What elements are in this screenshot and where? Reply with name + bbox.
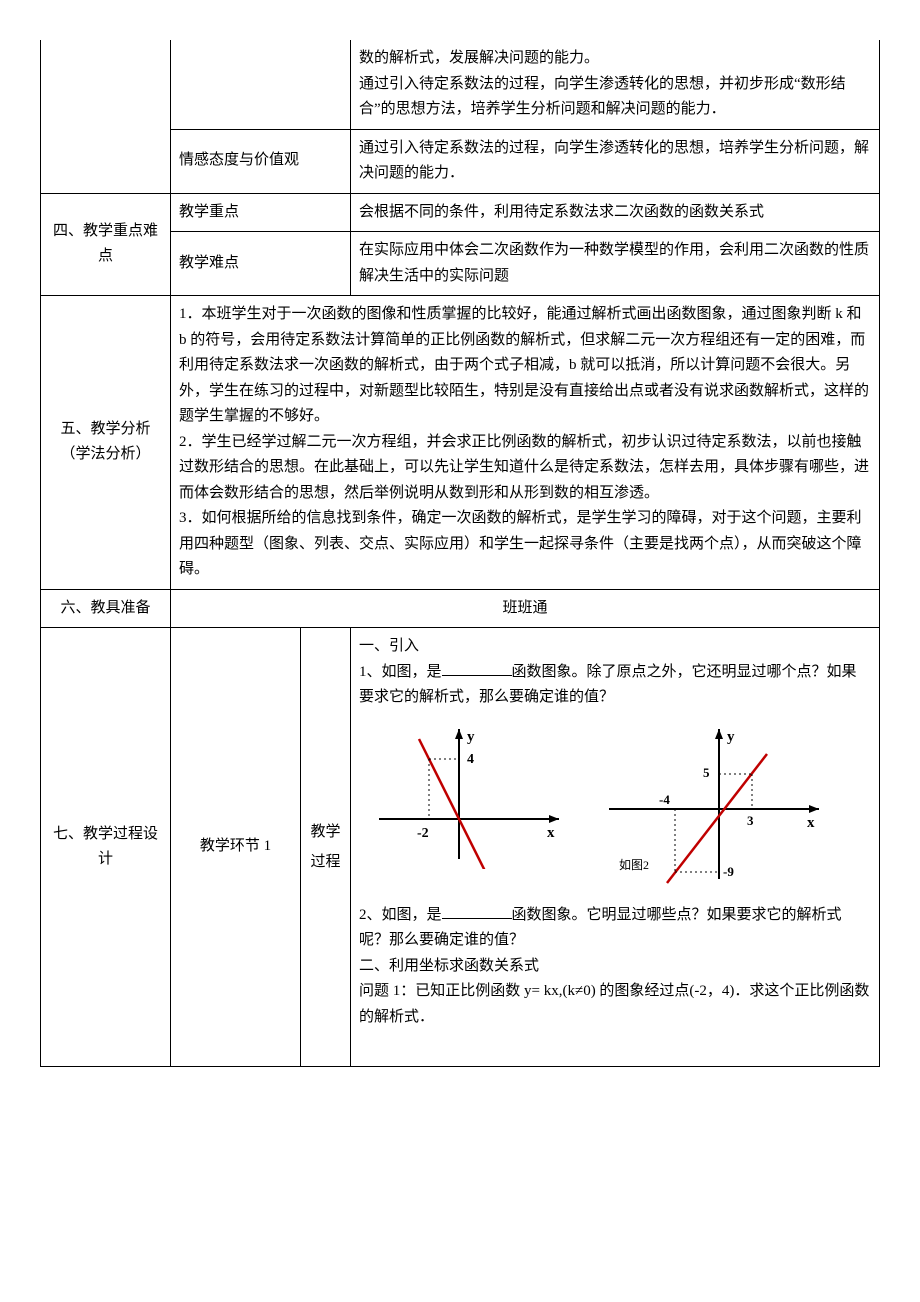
row-analysis: 五、教学分析（学法分析） 1．本班学生对于一次函数的图像和性质掌握的比较好，能通…	[41, 296, 880, 590]
cell-keypoint-header: 四、教学重点难点	[41, 193, 171, 296]
document-page: 数的解析式，发展解决问题的能力。 通过引入待定系数法的过程，向学生渗透转化的思想…	[40, 40, 880, 1067]
graph1-y-label: y	[467, 729, 475, 745]
intro-q2: 2、如图，是函数图象。它明显过哪些点？如果要求它的解析式呢？那么要确定谁的值？	[359, 903, 871, 954]
row-keypoint: 四、教学重点难点 教学重点 会根据不同的条件，利用待定系数法求二次函数的函数关系…	[41, 193, 880, 232]
cell-process-content: 一、引入 1、如图，是函数图象。除了原点之外，它还明显过哪个点？如果要求它的解析…	[351, 628, 880, 1067]
row-tools: 六、教具准备 班班通	[41, 589, 880, 628]
cell-keypoint-label: 教学重点	[171, 193, 351, 232]
graph-2: y x 5 -4 3 -9 如图2	[599, 719, 829, 889]
intro-q1: 1、如图，是函数图象。除了原点之外，它还明显过哪个点？如果要求它的解析式，那么要…	[359, 660, 871, 711]
graph1-tick-y: 4	[467, 752, 474, 767]
graph-1: y x 4 -2	[359, 719, 569, 869]
cell-tools-content: 班班通	[171, 589, 880, 628]
intro-q2-prefix: 2、如图，是	[359, 907, 442, 923]
cell-difficulty-content: 在实际应用中体会二次函数作为一种数学模型的作用，会利用二次函数的性质解决生活中的…	[351, 232, 880, 296]
graph2-tick-y1: 5	[703, 765, 710, 780]
cell-process-sub-label: 教学过程	[301, 628, 351, 1067]
cell-mid-empty	[171, 40, 351, 129]
section2-label: 二、利用坐标求函数关系式	[359, 954, 871, 980]
graph2-y-label: y	[727, 729, 735, 745]
intro-q1-prefix: 1、如图，是	[359, 664, 442, 680]
graph2-tick-x1: -4	[659, 792, 670, 807]
cell-tools-header: 六、教具准备	[41, 589, 171, 628]
cell-left-empty	[41, 40, 171, 193]
graph-container: y x 4 -2	[359, 719, 871, 889]
section2-q1: 问题 1：已知正比例函数 y= kx,(k≠0) 的图象经过点(-2，4)．求这…	[359, 979, 871, 1030]
graph2-caption: 如图2	[619, 857, 649, 872]
cell-process-header: 七、教学过程设计	[41, 628, 171, 1067]
cell-objective-content: 数的解析式，发展解决问题的能力。 通过引入待定系数法的过程，向学生渗透转化的思想…	[351, 40, 880, 129]
cell-difficulty-label: 教学难点	[171, 232, 351, 296]
section-intro-label: 一、引入	[359, 634, 871, 660]
lesson-plan-table: 数的解析式，发展解决问题的能力。 通过引入待定系数法的过程，向学生渗透转化的思想…	[40, 40, 880, 1067]
cell-analysis-content: 1．本班学生对于一次函数的图像和性质掌握的比较好，能通过解析式画出函数图象，通过…	[171, 296, 880, 590]
graph2-tick-y2: -9	[723, 864, 734, 879]
cell-analysis-header: 五、教学分析（学法分析）	[41, 296, 171, 590]
cell-attitude-content: 通过引入待定系数法的过程，向学生渗透转化的思想，培养学生分析问题，解决问题的能力…	[351, 129, 880, 193]
graph1-tick-x: -2	[417, 826, 429, 841]
cell-attitude-label: 情感态度与价值观	[171, 129, 351, 193]
row-process: 七、教学过程设计 教学环节 1 教学过程 一、引入 1、如图，是函数图象。除了原…	[41, 628, 880, 1067]
cell-process-step-label: 教学环节 1	[171, 628, 301, 1067]
graph1-x-label: x	[547, 825, 555, 841]
blank-line-1	[442, 675, 512, 676]
spacer	[359, 1030, 871, 1060]
graph2-tick-x2: 3	[747, 813, 754, 828]
graph2-x-label: x	[807, 815, 815, 831]
cell-keypoint-content: 会根据不同的条件，利用待定系数法求二次函数的函数关系式	[351, 193, 880, 232]
blank-line-2	[442, 918, 512, 919]
row-objective-continued: 数的解析式，发展解决问题的能力。 通过引入待定系数法的过程，向学生渗透转化的思想…	[41, 40, 880, 129]
